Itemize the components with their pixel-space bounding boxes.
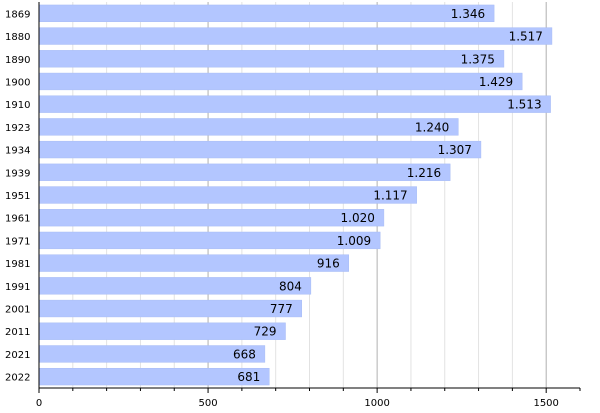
category-label: 1890 — [5, 55, 30, 66]
value-label: 1.009 — [337, 234, 371, 248]
category-label: 2021 — [5, 350, 30, 361]
x-tick-label: 0 — [36, 398, 42, 409]
bar — [38, 231, 381, 250]
bar — [38, 277, 312, 295]
value-label: 668 — [233, 347, 256, 361]
category-label: 1900 — [5, 77, 30, 88]
value-label: 1.375 — [461, 52, 495, 66]
x-tick-label: 500 — [199, 398, 218, 409]
bar — [38, 209, 385, 227]
bar — [38, 27, 553, 45]
category-label: 1981 — [5, 259, 30, 270]
value-label: 777 — [270, 302, 293, 316]
bar — [38, 72, 523, 91]
bar-layer: 1.346 1.517 1.375 1.429 1.513 1.240 1.307 1.216… — [38, 4, 553, 386]
category-label: 1934 — [5, 146, 30, 157]
bar — [38, 254, 349, 272]
category-label: 1951 — [5, 191, 30, 202]
bar — [38, 50, 505, 68]
value-label: 1.117 — [373, 189, 407, 203]
value-label: 1.240 — [415, 120, 449, 134]
category-label: 2022 — [5, 373, 30, 384]
bar — [38, 345, 266, 363]
bar — [38, 186, 417, 204]
category-label: 1923 — [5, 123, 30, 134]
x-tick-label: 1500 — [533, 398, 558, 409]
category-label: 1869 — [5, 9, 30, 20]
value-label: 729 — [254, 325, 277, 339]
x-tick-label: 1000 — [364, 398, 389, 409]
bar — [38, 140, 482, 159]
value-label: 1.513 — [507, 98, 541, 112]
axis-layer: 1869 1880 1890 1900 1910 1923 1934 1939 1951 1961… — [5, 2, 581, 409]
category-label: 1991 — [5, 282, 30, 293]
category-label: 1939 — [5, 168, 30, 179]
value-label: 804 — [279, 279, 302, 293]
value-label: 916 — [317, 257, 340, 271]
category-label: 2001 — [5, 305, 30, 316]
value-label: 1.429 — [479, 75, 513, 89]
category-label: 2011 — [5, 327, 30, 338]
bar — [38, 322, 286, 340]
value-label: 1.216 — [407, 166, 441, 180]
value-label: 681 — [237, 370, 260, 384]
bar — [38, 4, 495, 23]
bar — [38, 95, 551, 113]
value-label: 1.307 — [438, 143, 472, 157]
category-label: 1961 — [5, 214, 30, 225]
category-label: 1910 — [5, 100, 30, 111]
bar — [38, 163, 451, 181]
bar — [38, 367, 270, 386]
value-label: 1.020 — [341, 211, 375, 225]
value-label: 1.346 — [451, 7, 485, 21]
category-label: 1880 — [5, 32, 30, 43]
category-label: 1971 — [5, 236, 30, 247]
bar — [38, 118, 459, 136]
bar — [38, 299, 302, 318]
value-label: 1.517 — [509, 30, 543, 44]
